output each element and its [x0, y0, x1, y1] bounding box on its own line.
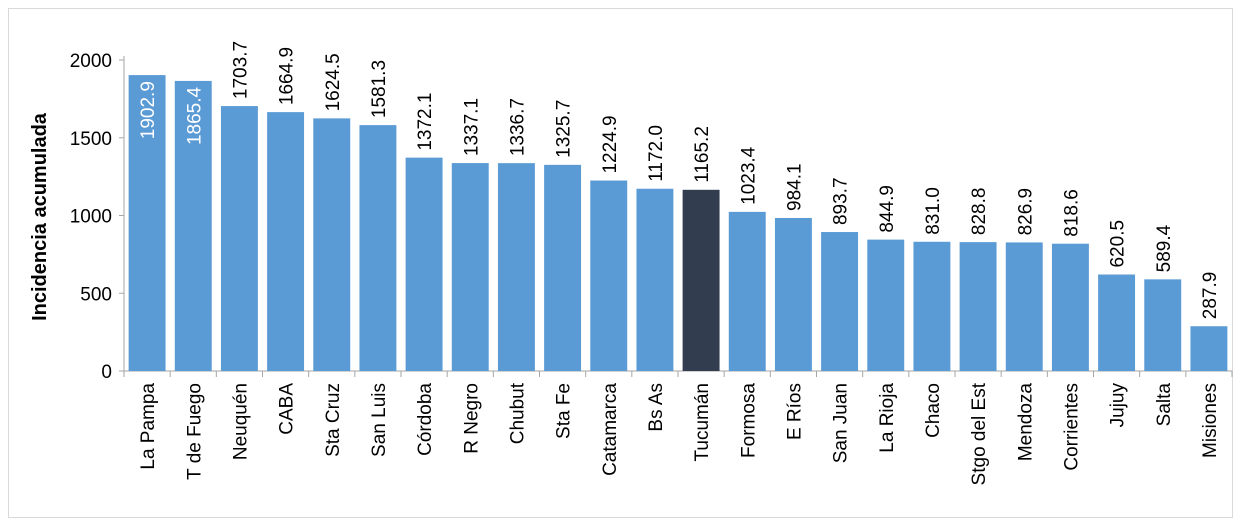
category-label: Stgo del Est: [969, 382, 990, 485]
category-label: Formosa: [738, 383, 759, 458]
bar: [267, 112, 305, 372]
value-label: 1165.2: [692, 126, 713, 183]
category-label: Bs As: [646, 383, 667, 432]
value-label: 893.7: [831, 177, 852, 225]
y-tick-label: 2000: [70, 51, 112, 72]
value-label: 589.4: [1154, 224, 1175, 272]
value-label: 1023.4: [738, 146, 759, 205]
bar: [728, 211, 766, 371]
bar: [497, 163, 535, 371]
bar: [1098, 274, 1136, 371]
value-labels: 1902.9 1865.4 1703.7 1664.9 1624.5 1581.3 1372…: [138, 41, 1221, 319]
bar: [1005, 242, 1043, 371]
category-label: San Juan: [831, 383, 852, 463]
category-label: T de Fuego: [184, 383, 205, 480]
value-label: 1865.4: [184, 87, 205, 146]
category-label: Salta: [1154, 383, 1175, 427]
category-label: La Rioja: [877, 383, 898, 453]
category-label: Córdoba: [415, 383, 436, 456]
bar: [174, 80, 212, 371]
value-label: 1624.5: [323, 53, 344, 111]
value-label: 1581.3: [369, 60, 390, 118]
value-label: 844.9: [877, 185, 898, 233]
axes: 0 500 1000 1500 2000: [70, 51, 1233, 383]
value-label: 826.9: [1015, 188, 1036, 236]
category-label: Tucumán: [692, 383, 713, 462]
value-label: 818.6: [1061, 189, 1082, 237]
value-label: 1172.0: [646, 125, 667, 182]
bar: [1051, 243, 1089, 371]
category-label: E Ríos: [784, 383, 805, 440]
y-tick-label: 500: [80, 284, 112, 305]
category-labels: La Pampa T de Fuego Neuquén CABA Sta Cruz San…: [138, 382, 1221, 485]
category-label: Chaco: [923, 383, 944, 438]
bar: [313, 118, 351, 371]
category-label: Jujuy: [1108, 383, 1129, 428]
category-label: R Negro: [461, 383, 482, 454]
bar: [1144, 279, 1182, 371]
bar: [220, 106, 258, 372]
value-label: 984.1: [784, 163, 805, 211]
value-label: 1337.1: [461, 98, 482, 156]
bar: [636, 188, 674, 371]
category-label: Misiones: [1200, 383, 1221, 458]
bar: [451, 163, 489, 371]
y-tick-label: 1500: [70, 129, 112, 150]
bar: [913, 241, 951, 371]
bar: [590, 180, 628, 371]
value-label: 1664.9: [277, 47, 298, 105]
value-label: 287.9: [1200, 272, 1221, 320]
bar: [774, 217, 812, 371]
value-label: 1224.9: [600, 115, 621, 173]
bar: [128, 75, 166, 371]
bar: [959, 242, 997, 371]
value-label: 620.5: [1108, 220, 1129, 268]
value-label: 1336.7: [507, 98, 528, 156]
category-label: Neuquén: [230, 383, 251, 460]
value-label: 831.0: [923, 187, 944, 235]
bar: [821, 232, 859, 371]
value-label: 1902.9: [138, 81, 159, 139]
bar: [682, 189, 720, 371]
category-label: Corrientes: [1061, 383, 1082, 471]
category-label: CABA: [277, 383, 298, 435]
bar: [1190, 326, 1228, 371]
y-tick-label: 1000: [70, 207, 112, 228]
bar: [544, 164, 582, 371]
category-label: Sta Fe: [554, 383, 575, 439]
category-label: San Luis: [369, 383, 390, 457]
category-label: La Pampa: [138, 383, 159, 470]
y-axis-title: Incidencia acumulada: [29, 112, 51, 321]
value-label: 1703.7: [230, 41, 251, 99]
category-label: Catamarca: [600, 383, 621, 476]
bars: [128, 75, 1228, 372]
bar: [867, 239, 905, 371]
bar: [359, 125, 397, 371]
value-label: 1325.7: [554, 100, 575, 158]
y-tick-label: 0: [101, 362, 112, 383]
category-label: Mendoza: [1015, 383, 1036, 462]
value-label: 1372.1: [415, 93, 436, 151]
category-label: Chubut: [507, 382, 528, 444]
value-label: 828.8: [969, 188, 990, 236]
bar: [405, 157, 443, 371]
category-label: Sta Cruz: [323, 383, 344, 457]
